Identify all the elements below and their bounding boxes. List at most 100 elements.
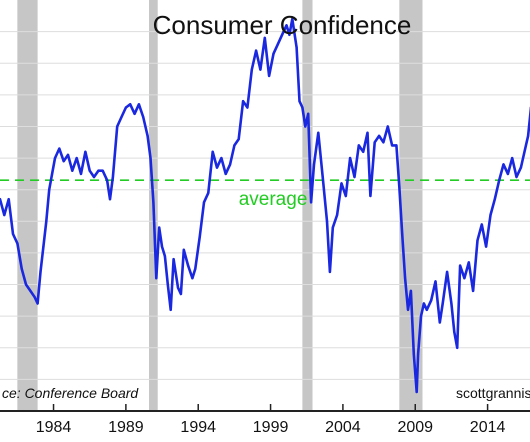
series-point — [53, 157, 57, 160]
series-point — [191, 277, 194, 280]
series-point — [398, 185, 401, 188]
series-point — [116, 125, 119, 128]
series-point — [419, 315, 423, 318]
series-point — [362, 150, 365, 153]
series-point — [84, 150, 87, 153]
series-point — [211, 150, 214, 153]
series-point — [328, 270, 331, 273]
series-point — [229, 163, 232, 166]
series-point — [142, 115, 145, 119]
series-point — [456, 346, 459, 349]
series-point — [298, 100, 301, 103]
series-point — [160, 245, 164, 248]
series-point — [295, 46, 298, 49]
series-point — [120, 115, 123, 119]
series-point — [409, 289, 412, 292]
series-point — [7, 198, 10, 201]
series-point — [16, 242, 19, 245]
series-point — [463, 277, 466, 280]
series-point — [237, 138, 240, 141]
series-point — [220, 157, 223, 160]
series-point — [366, 131, 369, 134]
series-point — [441, 302, 444, 305]
series-point — [493, 198, 496, 201]
series-point — [133, 112, 136, 115]
series-point — [331, 226, 334, 229]
series-point — [415, 390, 418, 394]
series-point — [124, 106, 127, 109]
x-tick-label: 1989 — [108, 419, 144, 436]
series-point — [106, 179, 109, 182]
series-point — [391, 144, 394, 147]
series-point — [506, 172, 509, 175]
series-point — [357, 144, 360, 147]
x-tick-label: 2014 — [470, 419, 506, 436]
series-point — [111, 175, 114, 179]
series-point — [317, 131, 320, 134]
x-axis-ticks: 1984 1989 1994 1999 2004 2009 2014 — [36, 404, 506, 436]
series-point — [404, 277, 407, 280]
series-point — [382, 141, 385, 144]
series-point — [288, 33, 291, 36]
average-label: average — [239, 189, 308, 210]
series-point — [176, 286, 180, 289]
series-point — [246, 106, 249, 109]
series-point — [304, 125, 307, 128]
series-point — [524, 147, 527, 150]
series-point — [312, 163, 316, 166]
series-point — [412, 353, 415, 356]
series-point — [498, 179, 501, 182]
series-point — [259, 68, 262, 71]
series-point — [369, 194, 372, 198]
series-point — [29, 289, 32, 292]
series-point — [422, 302, 425, 305]
series-point — [51, 172, 54, 175]
series-point — [152, 201, 155, 204]
series-point — [353, 175, 356, 179]
series-point — [268, 74, 271, 77]
series-point — [485, 245, 488, 248]
series-point — [511, 157, 514, 160]
series-point — [75, 157, 78, 160]
series-point — [459, 264, 462, 267]
series-point — [378, 134, 381, 137]
series-point — [179, 292, 182, 296]
series-point — [45, 220, 48, 223]
series-point — [146, 134, 149, 137]
series-point — [187, 264, 190, 267]
series-point — [340, 182, 343, 185]
series-point — [519, 166, 523, 169]
series-point — [430, 299, 433, 302]
series-point — [172, 258, 175, 261]
series-point — [155, 277, 158, 280]
series-point — [373, 141, 376, 144]
x-tick-label: 1984 — [36, 419, 72, 436]
series-point — [202, 201, 206, 204]
source-note: ce: Conference Board — [2, 385, 139, 401]
series-point — [66, 153, 70, 156]
chart-title: Consumer Confidence — [153, 10, 412, 40]
series-point — [480, 223, 483, 226]
series-point — [446, 270, 449, 273]
series-point — [101, 169, 104, 172]
series-point — [349, 157, 352, 160]
series-point — [272, 52, 275, 55]
series-point — [434, 280, 437, 283]
series-point — [263, 36, 266, 40]
series-point — [438, 321, 441, 324]
series-point — [58, 147, 61, 150]
series-point — [250, 68, 253, 71]
series-point — [307, 112, 310, 115]
gridlines — [0, 31, 530, 380]
series-point — [36, 302, 39, 305]
credit-note: scottgrannis — [456, 385, 530, 401]
series-point — [163, 255, 166, 258]
series-point — [194, 267, 197, 270]
series-point — [285, 24, 288, 27]
series-point — [417, 353, 420, 356]
x-tick-label: 2009 — [397, 419, 433, 436]
series-point — [182, 248, 185, 251]
series-point — [42, 245, 45, 248]
series-point — [108, 198, 112, 201]
